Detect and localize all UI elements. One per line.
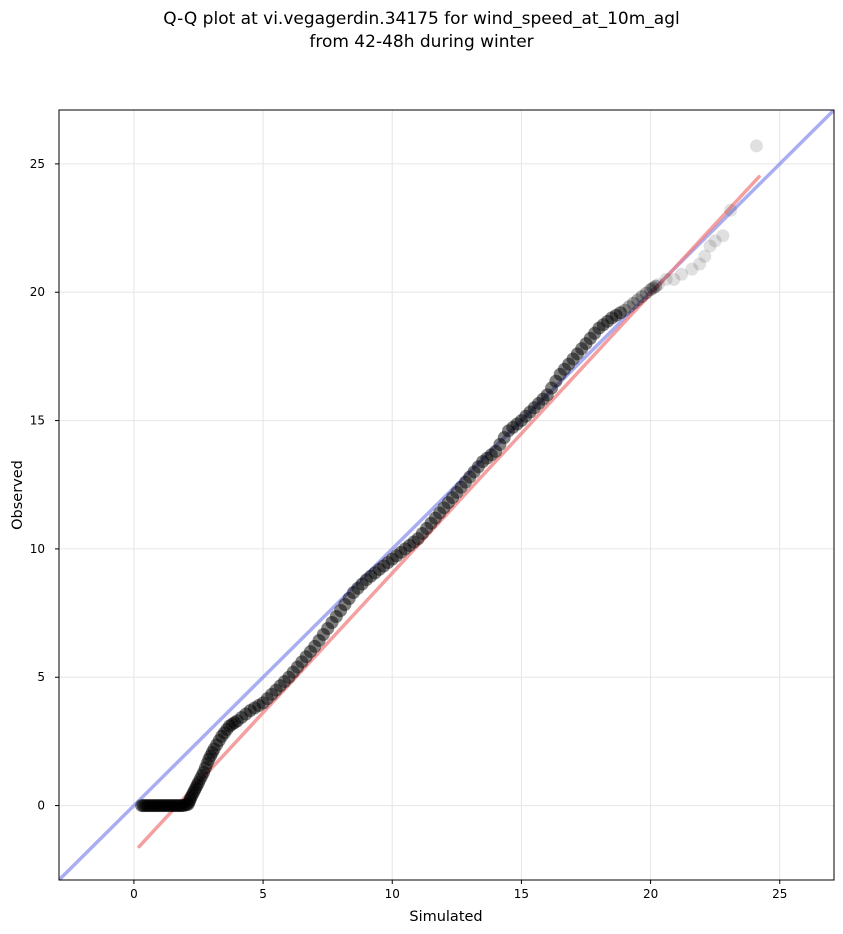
qq-point (693, 257, 707, 271)
qq-point (644, 283, 658, 297)
qq-point (675, 267, 689, 281)
x-tick-label: 15 (514, 887, 529, 901)
qq-point (708, 234, 722, 248)
x-tick-label: 0 (130, 887, 138, 901)
qq-point (631, 293, 645, 307)
x-tick-label: 5 (259, 887, 267, 901)
qq-point (639, 286, 653, 300)
qq-point (698, 249, 712, 263)
qq-point (651, 278, 665, 292)
qq-point (635, 290, 649, 304)
x-axis-label: Simulated (409, 909, 482, 925)
qq-point (622, 300, 636, 314)
qq-point (703, 239, 717, 253)
grid (59, 110, 834, 880)
qq-point (613, 306, 627, 320)
y-tick-label: 15 (30, 414, 45, 428)
qq-point (646, 281, 660, 295)
qq-point (659, 272, 673, 286)
plot-data-area (59, 110, 834, 880)
x-tick-label: 20 (643, 887, 658, 901)
y-tick-label: 10 (30, 542, 45, 556)
chart-title-line-2: from 42-48h during winter (309, 32, 534, 52)
qq-point (750, 139, 763, 153)
qq-point (724, 203, 738, 217)
chart-title-line-1: Q-Q plot at vi.vegagerdin.34175 for wind… (163, 9, 680, 29)
qq-point (667, 272, 681, 286)
qq-point (685, 262, 699, 276)
x-tick-label: 25 (772, 887, 787, 901)
y-axis-label: Observed (10, 460, 26, 530)
y-tick-label: 5 (37, 670, 45, 684)
qq-point (626, 296, 640, 310)
y-tick-label: 0 (37, 799, 45, 813)
y-tick-label: 20 (30, 285, 45, 299)
y-tick-label: 25 (30, 157, 45, 171)
qq-point (716, 229, 730, 243)
axis-ticks: 0 5 10 15 20 25 0 5 10 15 20 25 (30, 157, 788, 901)
qq-point (618, 303, 632, 317)
plot-frame (58, 109, 835, 881)
x-tick-label: 10 (385, 887, 400, 901)
qq-point (649, 279, 663, 293)
identity-line (59, 110, 834, 880)
